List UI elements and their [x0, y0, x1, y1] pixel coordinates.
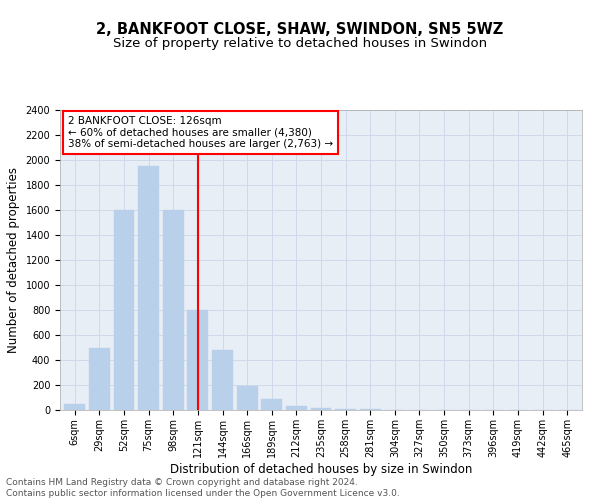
Bar: [138, 166, 159, 410]
Bar: [286, 406, 307, 410]
Bar: [261, 399, 282, 410]
Text: 2, BANKFOOT CLOSE, SHAW, SWINDON, SN5 5WZ: 2, BANKFOOT CLOSE, SHAW, SWINDON, SN5 5W…: [97, 22, 503, 38]
Bar: [64, 404, 85, 410]
Bar: [212, 350, 233, 410]
Bar: [89, 348, 110, 410]
Bar: [187, 310, 208, 410]
Bar: [311, 408, 331, 410]
Text: 2 BANKFOOT CLOSE: 126sqm
← 60% of detached houses are smaller (4,380)
38% of sem: 2 BANKFOOT CLOSE: 126sqm ← 60% of detach…: [68, 116, 333, 149]
Bar: [335, 409, 356, 410]
Bar: [163, 210, 184, 410]
X-axis label: Distribution of detached houses by size in Swindon: Distribution of detached houses by size …: [170, 462, 472, 475]
Y-axis label: Number of detached properties: Number of detached properties: [7, 167, 20, 353]
Text: Size of property relative to detached houses in Swindon: Size of property relative to detached ho…: [113, 38, 487, 51]
Bar: [113, 210, 134, 410]
Bar: [236, 386, 257, 410]
Text: Contains HM Land Registry data © Crown copyright and database right 2024.
Contai: Contains HM Land Registry data © Crown c…: [6, 478, 400, 498]
